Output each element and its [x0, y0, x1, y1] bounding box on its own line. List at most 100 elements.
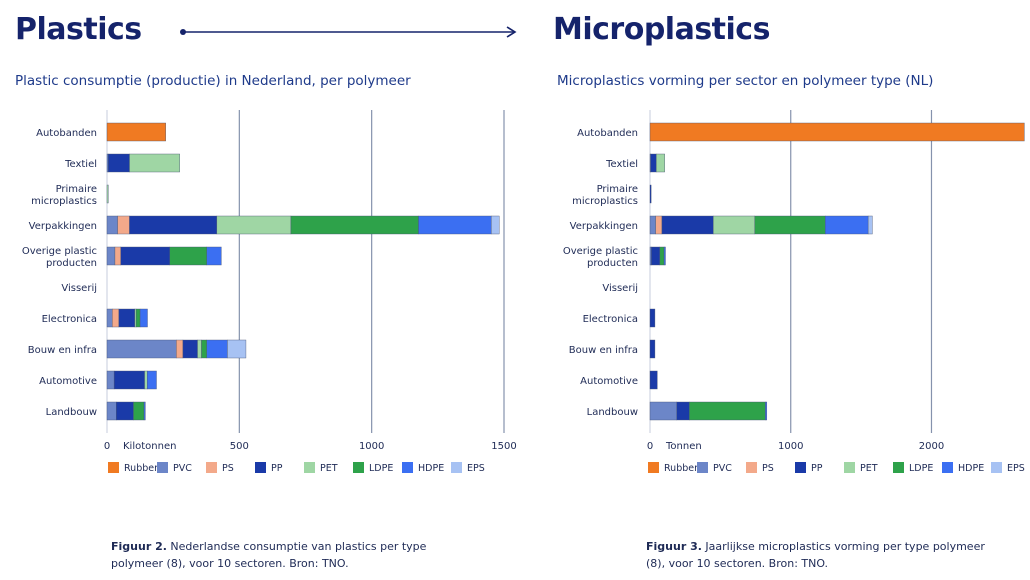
bar-segment-pvc — [649, 401, 677, 421]
legend-label: Rubber — [124, 463, 158, 474]
bar-segment-hdpe — [206, 246, 222, 266]
legend-swatch-hdpe — [402, 462, 413, 473]
right-chart-title: Microplastics vorming per sector en poly… — [557, 73, 934, 89]
right-figure-caption: Figuur 3. Jaarlijkse microplastics vormi… — [646, 538, 1006, 572]
bar-segment-hdpe — [825, 215, 869, 235]
left-caption-label: Figuur 2. — [111, 540, 167, 553]
bar-segment-eps — [491, 215, 500, 235]
bar-segment-eps — [867, 215, 873, 235]
legend-label: Rubber — [664, 463, 698, 474]
legend-label: HDPE — [418, 463, 444, 474]
legend-swatch-pvc — [157, 462, 168, 473]
legend-label: HDPE — [958, 463, 984, 474]
right-caption-text: Jaarlijkse microplastics vorming per typ… — [646, 540, 985, 570]
bar-segment-hdpe — [765, 401, 768, 421]
category-label: Bouw en infra — [569, 345, 638, 356]
category-label: Verpakkingen — [29, 221, 97, 232]
bar-segment-pp — [649, 184, 652, 204]
x-tick-label: 1000 — [359, 441, 384, 452]
legend-swatch-pet — [844, 462, 855, 473]
legend-swatch-ps — [206, 462, 217, 473]
bar-segment-pet — [129, 153, 180, 173]
bar-segment-hdpe — [147, 370, 157, 390]
bar-segment-pvc — [649, 246, 652, 266]
bar-segment-pet — [106, 184, 109, 204]
x-tick-label: 0 — [647, 441, 653, 452]
bar-segment-pp — [649, 308, 656, 328]
legend-label: EPS — [1007, 463, 1025, 474]
bar-segment-pp — [676, 401, 690, 421]
left-caption-text: Nederlandse consumptie van plastics per … — [111, 540, 427, 570]
microplastics-title: Microplastics — [553, 12, 770, 47]
right-caption-label: Figuur 3. — [646, 540, 702, 553]
legend-swatch-pvc — [697, 462, 708, 473]
legend-swatch-pp — [255, 462, 266, 473]
legend-swatch-eps — [451, 462, 462, 473]
category-label: Verpakkingen — [570, 221, 638, 232]
legend-label: PP — [271, 463, 283, 474]
legend-label: PVC — [173, 463, 192, 474]
x-tick-label: 500 — [230, 441, 249, 452]
category-label: Autobanden — [36, 128, 97, 139]
legend-swatch-eps — [991, 462, 1002, 473]
category-label: Textiel — [64, 159, 97, 170]
legend-swatch-ldpe — [353, 462, 364, 473]
legend-swatch-pp — [795, 462, 806, 473]
bar-segment-pp — [661, 215, 714, 235]
category-label: Visserij — [602, 283, 638, 294]
legend-label: PET — [860, 463, 878, 474]
category-label: Primaire microplastics — [31, 184, 97, 207]
bar-segment-hdpe — [143, 401, 146, 421]
bar-segment-ldpe — [689, 401, 766, 421]
x-tick-label: 0 — [104, 441, 110, 452]
legend-label: PP — [811, 463, 823, 474]
legend-swatch-hdpe — [942, 462, 953, 473]
x-tick-label: 2000 — [919, 441, 944, 452]
bar-segment-pvc — [649, 215, 656, 235]
legend-swatch-ldpe — [893, 462, 904, 473]
legend-swatch-ps — [746, 462, 757, 473]
legend-label: PS — [762, 463, 774, 474]
left-chart-title: Plastic consumptie (productie) in Nederl… — [15, 73, 411, 89]
x-tick-label: 1000 — [778, 441, 803, 452]
plastics-title: Plastics — [15, 12, 142, 47]
category-label: Primaire microplastics — [572, 184, 638, 207]
x-tick-label: 1500 — [491, 441, 516, 452]
bar-segment-rubber — [106, 122, 166, 142]
legend-label: PET — [320, 463, 338, 474]
category-label: Automotive — [580, 376, 638, 387]
category-label: Bouw en infra — [28, 345, 97, 356]
category-label: Autobanden — [577, 128, 638, 139]
category-label: Electronica — [42, 314, 97, 325]
legend-swatch-rubber — [648, 462, 659, 473]
bar-segment-pp — [649, 370, 658, 390]
legend-label: LDPE — [369, 463, 393, 474]
category-label: Automotive — [39, 376, 97, 387]
category-label: Landbouw — [46, 407, 97, 418]
bar-segment-ps — [655, 215, 663, 235]
category-label: Overige plastic producten — [22, 246, 97, 269]
category-label: Overige plastic producten — [563, 246, 638, 269]
bar-segment-hdpe — [139, 308, 148, 328]
category-label: Landbouw — [587, 407, 638, 418]
bar-segment-pp — [649, 339, 656, 359]
bar-segment-hdpe — [663, 246, 666, 266]
bar-segment-eps — [227, 339, 247, 359]
bar-segment-rubber — [649, 122, 1025, 142]
bar-segment-ldpe — [754, 215, 826, 235]
bar-segment-ldpe — [659, 246, 665, 266]
category-label: Visserij — [61, 283, 97, 294]
x-axis-label: Kilotonnen — [123, 441, 176, 452]
legend-swatch-rubber — [108, 462, 119, 473]
bar-segment-pp — [650, 153, 657, 173]
legend-label: EPS — [467, 463, 485, 474]
legend-label: LDPE — [909, 463, 933, 474]
left-figure-caption: Figuur 2. Nederlandse consumptie van pla… — [111, 538, 471, 572]
category-label: Electronica — [583, 314, 638, 325]
arrow-right-icon — [180, 26, 517, 38]
x-axis-label: Tonnen — [665, 441, 702, 452]
category-label: Textiel — [605, 159, 638, 170]
legend-swatch-pet — [304, 462, 315, 473]
